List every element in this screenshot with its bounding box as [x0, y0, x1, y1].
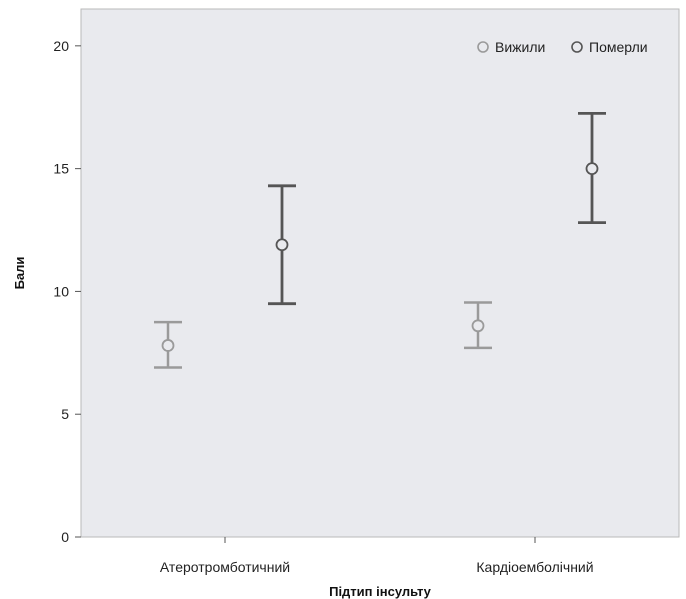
legend: Вижили Померли [477, 39, 648, 55]
plot-area [80, 8, 680, 538]
legend-label-died: Померли [589, 39, 648, 55]
mean-point [275, 238, 289, 252]
x-axis: Атеротромботичний Кардіоемболічний [160, 537, 594, 575]
mean-point [161, 339, 175, 352]
y-tick-label: 10 [53, 283, 69, 299]
y-tick-label: 0 [61, 529, 69, 545]
x-tick-label: Атеротромботичний [160, 559, 290, 575]
y-tick-label: 5 [61, 406, 69, 422]
mean-point [585, 162, 599, 176]
y-tick-label: 20 [53, 38, 69, 54]
data-marks [154, 111, 606, 369]
y-axis-title: Бали [12, 257, 27, 290]
legend-marker-died [571, 41, 583, 53]
x-tick-label: Кардіоемболічний [476, 559, 593, 575]
legend-label-survived: Вижили [495, 39, 545, 55]
legend-marker-survived [477, 41, 489, 53]
mean-point [471, 319, 485, 333]
y-tick-label: 15 [53, 161, 69, 177]
x-axis-title: Підтип інсульту [329, 584, 432, 599]
y-axis: 0 5 10 15 20 [53, 38, 81, 545]
